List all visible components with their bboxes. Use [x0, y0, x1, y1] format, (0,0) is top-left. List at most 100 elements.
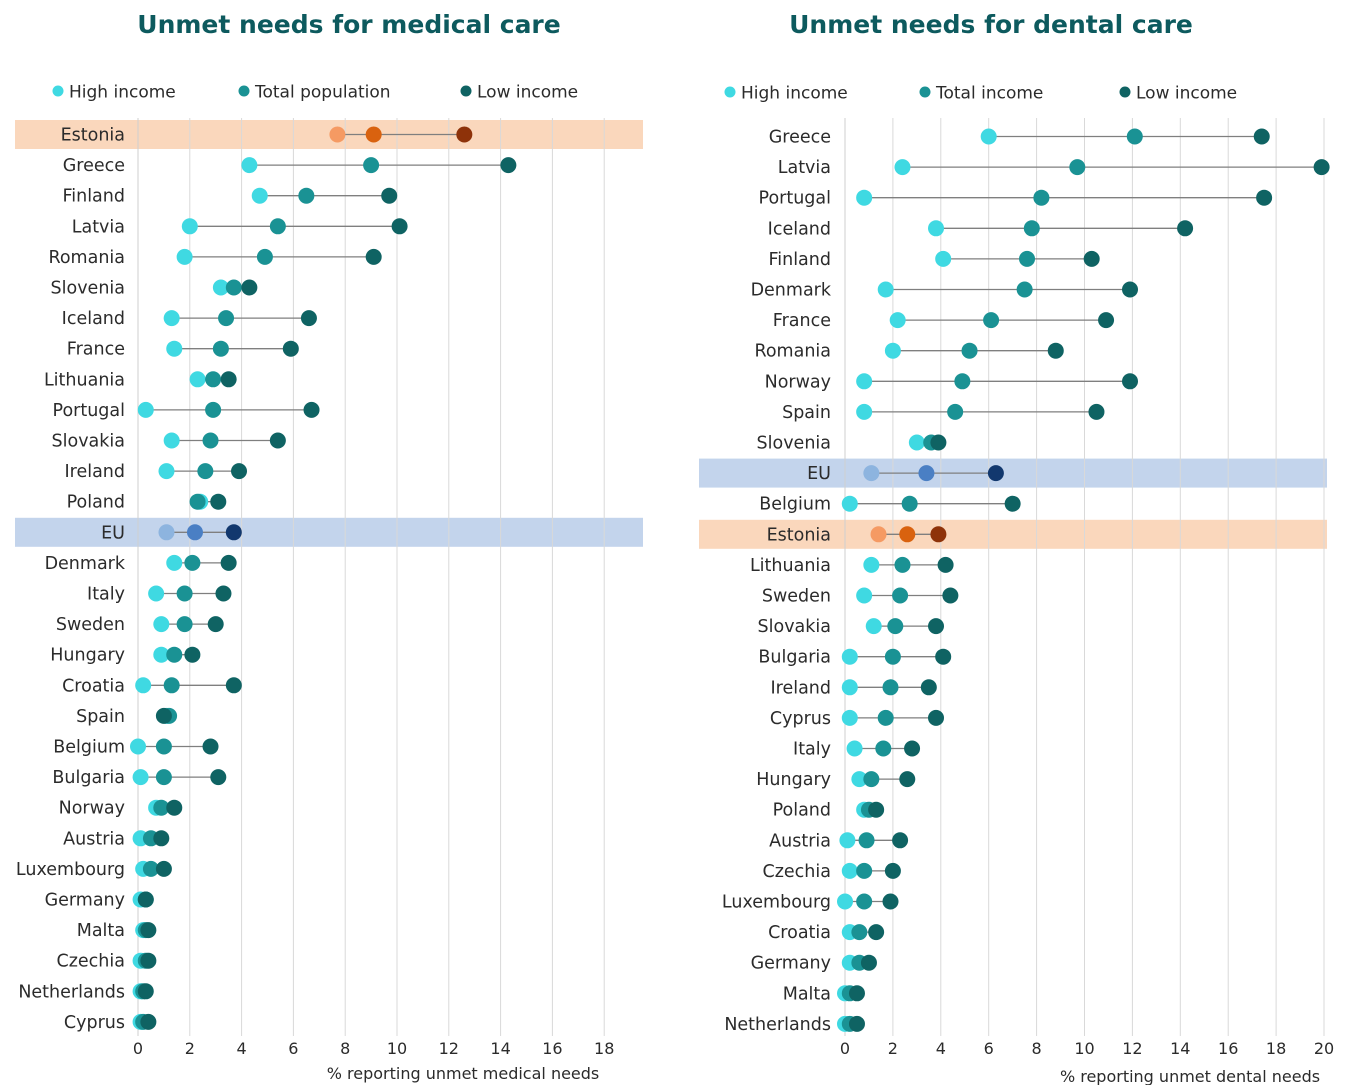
dental-dot-high-latvia [894, 159, 911, 176]
dental-legend-label-high: High income [741, 84, 848, 104]
medical-dot-high-italy [148, 585, 165, 602]
dental-chart-title: Unmet needs for dental care [789, 10, 1193, 39]
medical-dot-total-ireland [197, 463, 214, 480]
dental-dot-total-luxembourg [856, 893, 873, 910]
dental-category-label-poland: Poland [773, 801, 831, 821]
dental-category-label-ireland: Ireland [770, 678, 831, 698]
medical-category-label-poland: Poland [67, 493, 125, 513]
dental-dot-high-finland [935, 250, 952, 267]
dental-category-label-germany: Germany [751, 954, 831, 974]
dental-dot-low-spain [1088, 403, 1105, 420]
dental-category-label-eu: EU [807, 464, 831, 484]
medical-category-label-croatia: Croatia [62, 676, 125, 696]
medical-dot-low-italy [215, 585, 232, 602]
dental-dot-high-slovenia [908, 434, 925, 451]
medical-category-label-germany: Germany [45, 891, 125, 911]
medical-dot-high-portugal [137, 401, 154, 418]
dental-category-label-slovenia: Slovenia [757, 434, 831, 454]
medical-dot-low-poland [210, 493, 227, 510]
medical-category-label-norway: Norway [59, 799, 125, 819]
medical-dot-low-spain [155, 707, 172, 724]
dental-dot-low-austria [892, 832, 909, 849]
dental-dot-total-norway [954, 373, 971, 390]
medical-dot-high-ireland [158, 463, 175, 480]
dental-category-label-denmark: Denmark [751, 281, 832, 301]
dental-dot-low-belgium [1004, 495, 1021, 512]
dental-dot-low-lithuania [937, 556, 954, 573]
dental-dot-high-sweden [856, 587, 873, 604]
dental-category-label-norway: Norway [765, 372, 831, 392]
medical-category-label-france: France [67, 340, 125, 360]
medical-tick-label-0: 0 [133, 1039, 143, 1058]
dental-tick-label-2: 2 [888, 1039, 898, 1058]
dental-dot-high-hungary [851, 771, 868, 788]
medical-category-label-lithuania: Lithuania [44, 370, 125, 390]
dental-dot-low-iceland [1177, 220, 1194, 237]
medical-dot-total-croatia [163, 677, 180, 694]
medical-dot-total-sweden [176, 616, 193, 633]
dental-dot-total-denmark [1016, 281, 1033, 298]
medical-dot-total-lithuania [205, 371, 222, 388]
dental-dot-low-italy [904, 740, 921, 757]
medical-dot-low-slovakia [269, 432, 286, 449]
dental-dot-total-romania [961, 342, 978, 359]
dental-dot-low-estonia [930, 526, 947, 543]
medical-dot-total-romania [256, 248, 273, 265]
dental-category-label-romania: Romania [754, 342, 831, 362]
dental-dot-high-cyprus [841, 709, 858, 726]
dental-dot-total-belgium [901, 495, 918, 512]
dental-dot-high-belgium [841, 495, 858, 512]
medical-dot-high-latvia [181, 218, 198, 235]
dental-dot-high-iceland [928, 220, 945, 237]
medical-dot-low-norway [166, 799, 183, 816]
medical-dot-high-bulgaria [132, 769, 149, 786]
medical-tick-label-10: 10 [387, 1039, 407, 1058]
dental-category-label-netherlands: Netherlands [724, 1015, 831, 1035]
medical-dot-total-france [212, 340, 229, 357]
dental-dot-low-bulgaria [935, 648, 952, 665]
medical-category-label-slovakia: Slovakia [52, 432, 125, 452]
medical-category-label-netherlands: Netherlands [18, 982, 125, 1002]
dental-dot-low-france [1098, 312, 1115, 329]
medical-dot-low-latvia [391, 218, 408, 235]
dental-tick-label-8: 8 [1032, 1039, 1042, 1058]
medical-category-label-finland: Finland [62, 187, 125, 207]
dental-dot-high-greece [980, 128, 997, 145]
dental-dot-high-austria [839, 832, 856, 849]
medical-category-label-slovenia: Slovenia [51, 279, 125, 299]
dental-dot-total-lithuania [894, 556, 911, 573]
medical-legend-marker-low [460, 85, 472, 97]
dental-category-label-luxembourg: Luxembourg [722, 893, 831, 913]
medical-category-label-latvia: Latvia [72, 217, 125, 237]
medical-category-label-iceland: Iceland [62, 309, 125, 329]
medical-dot-low-luxembourg [155, 860, 172, 877]
medical-category-label-ireland: Ireland [64, 462, 125, 482]
dental-dot-high-portugal [856, 189, 873, 206]
medical-highlight-band-eu [15, 517, 643, 547]
dental-dot-total-iceland [1023, 220, 1040, 237]
medical-legend-label-low: Low income [477, 83, 578, 103]
dental-category-label-finland: Finland [768, 250, 831, 270]
medical-dot-high-greece [241, 157, 258, 174]
dental-dot-low-slovenia [930, 434, 947, 451]
dental-dot-high-lithuania [863, 556, 880, 573]
medical-dot-low-croatia [225, 677, 242, 694]
medical-tick-label-12: 12 [439, 1039, 459, 1058]
medical-dot-high-estonia [329, 126, 346, 143]
dental-dot-low-hungary [899, 771, 916, 788]
dental-category-label-belgium: Belgium [759, 495, 831, 515]
medical-tick-label-16: 16 [542, 1039, 562, 1058]
dental-highlight-band-estonia [699, 519, 1327, 549]
dental-tick-label-6: 6 [984, 1039, 994, 1058]
medical-category-label-hungary: Hungary [50, 646, 125, 666]
medical-dot-high-croatia [135, 677, 152, 694]
medical-category-label-sweden: Sweden [56, 615, 125, 635]
medical-dot-high-slovakia [163, 432, 180, 449]
medical-legend-marker-high [52, 85, 64, 97]
medical-dot-total-hungary [166, 646, 183, 663]
medical-dot-low-portugal [303, 401, 320, 418]
medical-category-label-malta: Malta [77, 921, 125, 941]
dental-dot-low-poland [868, 801, 885, 818]
medical-category-label-eu: EU [101, 523, 125, 543]
